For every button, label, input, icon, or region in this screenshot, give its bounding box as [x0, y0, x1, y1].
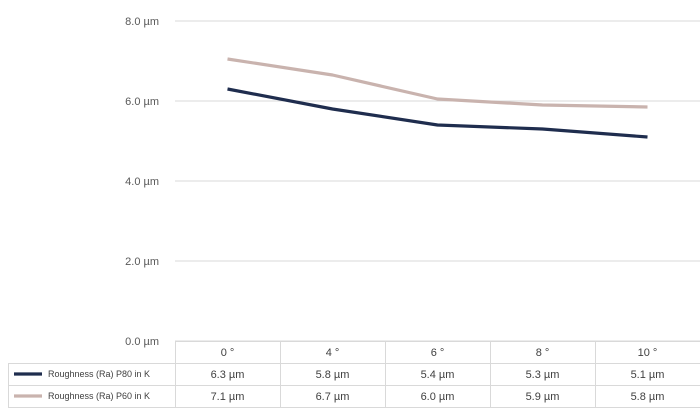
data-table-value: 5.8 µm: [631, 391, 665, 403]
data-table-value: 6.7 µm: [316, 391, 350, 403]
data-table-value: 6.3 µm: [211, 369, 245, 381]
legend-label: Roughness (Ra) P60 in K: [48, 391, 150, 401]
legend-label: Roughness (Ra) P80 in K: [48, 369, 150, 379]
gridlines: [175, 20, 700, 342]
x-tick-label: 10 °: [638, 347, 658, 359]
data-table-value: 5.4 µm: [421, 369, 455, 381]
series-lines: [227, 57, 648, 139]
y-tick-label: 0.0 µm: [125, 336, 159, 348]
series-line-1: [227, 87, 648, 139]
data-table-value: 7.1 µm: [211, 391, 245, 403]
data-table-value: 5.8 µm: [316, 369, 350, 381]
data-table-value: 5.1 µm: [631, 369, 665, 381]
data-table-value: 6.0 µm: [421, 391, 455, 403]
series-line-2: [227, 57, 648, 109]
x-tick-label: 6 °: [431, 347, 445, 359]
y-axis-ticks: 0.0 µm 2.0 µm 4.0 µm 6.0 µm 8.0 µm: [125, 16, 159, 348]
data-table: 0 ° 4 ° 6 ° 8 ° 10 ° Roughness (Ra) P80 in K 6…: [8, 341, 700, 408]
data-table-value: 5.9 µm: [526, 391, 560, 403]
y-tick-label: 6.0 µm: [125, 96, 159, 108]
data-table-value: 5.3 µm: [526, 369, 560, 381]
x-tick-label: 0 °: [221, 347, 235, 359]
x-tick-label: 8 °: [536, 347, 550, 359]
y-tick-label: 8.0 µm: [125, 16, 159, 28]
y-tick-label: 4.0 µm: [125, 176, 159, 188]
x-tick-label: 4 °: [326, 347, 340, 359]
y-tick-label: 2.0 µm: [125, 256, 159, 268]
